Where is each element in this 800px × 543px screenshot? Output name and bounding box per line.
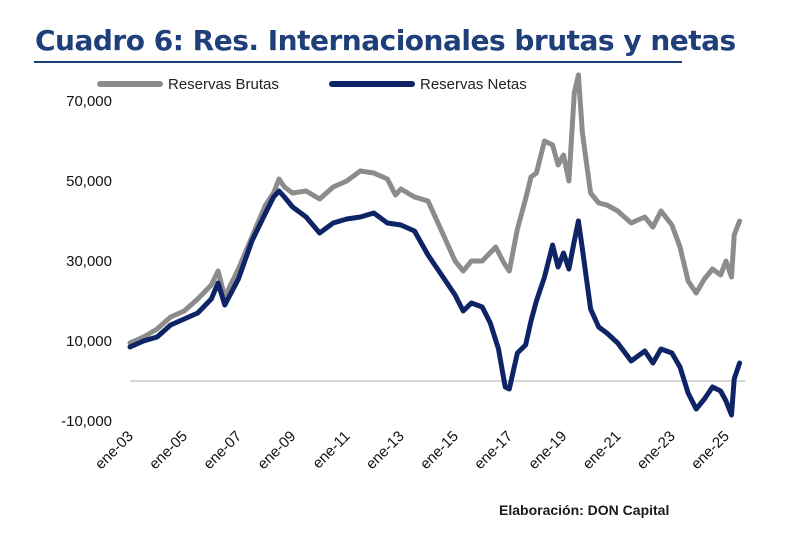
x-tick-label: ene-21 <box>579 428 624 473</box>
series-line-reservas-netas <box>127 188 743 418</box>
x-tick-label: ene-19 <box>525 428 570 473</box>
x-tick-label: ene-13 <box>363 428 408 473</box>
series-line-reservas-brutas <box>127 72 743 346</box>
x-tick-label: ene-05 <box>146 428 191 473</box>
legend-label: Reservas Brutas <box>168 76 279 93</box>
legend: Reservas Brutas Reservas Netas <box>97 76 527 93</box>
x-tick-label: ene-09 <box>254 428 299 473</box>
x-tick-label: ene-23 <box>634 428 679 473</box>
y-tick-label: 70,000 <box>66 93 112 110</box>
source-credit: Elaboración: DON Capital <box>499 502 670 518</box>
chart-title: Cuadro 6: Res. Internacionales brutas y … <box>35 24 736 57</box>
x-tick-label: ene-07 <box>200 428 245 473</box>
x-tick-label: ene-15 <box>417 428 462 473</box>
series-layer <box>127 72 743 418</box>
y-tick-label: 30,000 <box>66 253 112 270</box>
x-axis-ticks: ene-03 ene-05 ene-07 ene-09 ene-11 ene-13 ene-… <box>92 428 733 473</box>
y-tick-label: 50,000 <box>66 173 112 190</box>
x-tick-label: ene-11 <box>309 428 353 472</box>
legend-label: Reservas Netas <box>420 76 527 93</box>
y-tick-label: 10,000 <box>66 333 112 350</box>
title-underline <box>34 61 682 63</box>
x-tick-label: ene-17 <box>471 428 516 473</box>
y-axis-ticks: 70,000 50,000 30,000 10,000 -10,000 <box>61 93 112 430</box>
y-tick-label: -10,000 <box>61 413 112 430</box>
x-tick-label: ene-25 <box>688 428 733 473</box>
x-tick-label: ene-03 <box>92 428 137 473</box>
